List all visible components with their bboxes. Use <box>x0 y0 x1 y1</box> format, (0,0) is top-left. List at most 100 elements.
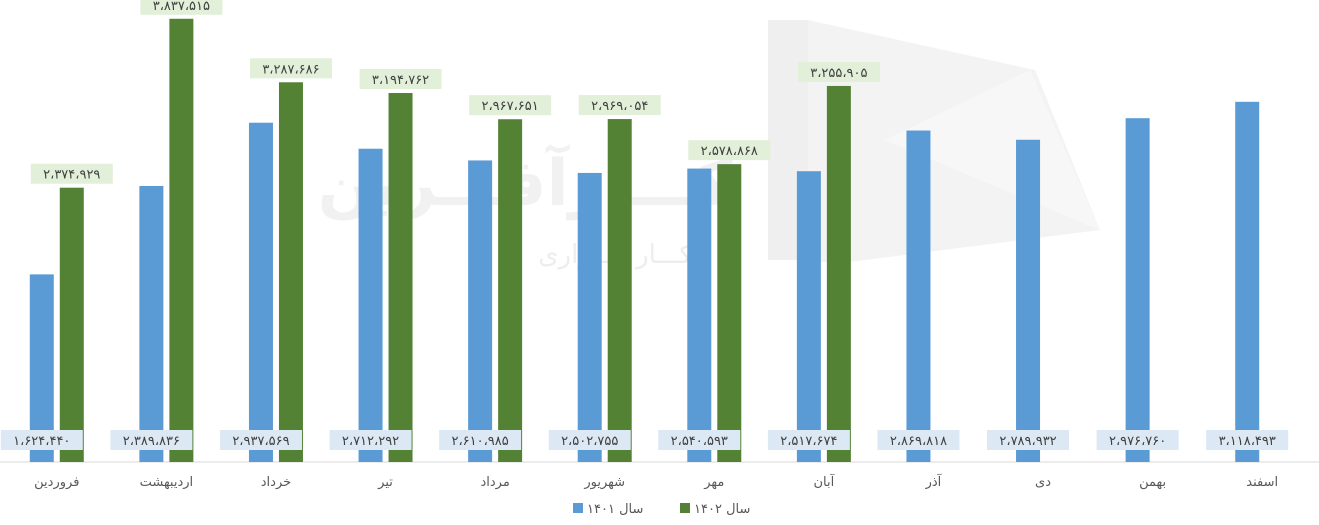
data-label-1401-7: ۲،۵۴۰،۵۹۳ <box>658 430 741 450</box>
bar-1402-3 <box>278 82 303 462</box>
data-label-1402-6: ۲،۹۶۹،۰۵۴ <box>578 95 661 116</box>
data-label-1402-3-bg <box>249 58 332 79</box>
data-label-1401-9-text: ۲،۸۶۹،۸۱۸ <box>890 434 947 449</box>
data-label-1401-4-bg <box>329 430 412 450</box>
x-tick-label-7: مهر <box>703 475 724 490</box>
data-label-1402-8: ۳،۲۵۵،۹۰۵ <box>797 61 880 82</box>
data-label-1401-8: ۲،۵۱۷،۶۷۴ <box>767 430 850 450</box>
legend-item-1401: سال ۱۴۰۱ <box>573 502 643 517</box>
x-tick-labels-group: فروردین اردیبهشت خرداد تیر مرداد شهریور مهر آبا… <box>34 473 1278 490</box>
x-tick-label-5: مرداد <box>480 475 509 490</box>
data-label-1401-12-text: ۳،۱۱۸،۴۹۳ <box>1219 434 1276 449</box>
data-label-1401-2-text: ۲،۳۸۹،۸۳۶ <box>123 434 180 449</box>
data-label-1402-1-text: ۲،۳۷۴،۹۲۹ <box>43 168 100 183</box>
data-label-1402-2: ۳،۸۳۷،۵۱۵ <box>140 0 223 15</box>
x-tick-label-8: آبان <box>814 473 836 490</box>
data-label-1401-11: ۲،۹۷۶،۷۶۰ <box>1096 430 1179 450</box>
data-label-1402-2-text: ۳،۸۳۷،۵۱۵ <box>153 0 210 14</box>
bar-1402-1 <box>59 187 84 463</box>
bar-1401-3 <box>248 122 273 462</box>
x-tick-label-3: خرداد <box>261 475 291 490</box>
data-label-1402-1: ۲،۳۷۴،۹۲۹ <box>30 163 113 184</box>
data-label-1401-3: ۲،۹۳۷،۵۶۹ <box>219 430 302 450</box>
data-label-1401-4: ۲،۷۱۲،۲۹۲ <box>329 430 412 450</box>
bar-1401-6 <box>577 172 602 462</box>
data-label-1401-7-bg <box>658 430 741 450</box>
data-label-1401-8-text: ۲،۵۱۷،۶۷۴ <box>780 434 837 449</box>
data-label-1401-6-bg <box>548 430 631 450</box>
data-label-1402-3-text: ۳،۲۸۷،۶۸۶ <box>262 62 319 77</box>
bars-group <box>29 18 1260 463</box>
x-tick-label-1: فروردین <box>34 475 79 490</box>
x-tick-label-6: شهریور <box>583 475 625 490</box>
bar-1402-6 <box>607 119 632 462</box>
bar-1402-2 <box>169 18 194 462</box>
legend-label: سال ۱۴۰۲ <box>694 502 750 517</box>
data-label-1401-10: ۲،۷۸۹،۹۳۲ <box>987 430 1070 450</box>
bar-1401-7 <box>687 168 712 462</box>
legend-item-1402: سال ۱۴۰۲ <box>680 502 750 517</box>
data-label-1401-2: ۲،۳۸۹،۸۳۶ <box>110 430 193 450</box>
data-label-1401-9-bg <box>877 430 960 450</box>
data-label-1402-2-bg <box>140 0 223 15</box>
data-label-1401-3-text: ۲،۹۳۷،۵۶۹ <box>232 434 289 449</box>
data-label-1401-11-text: ۲،۹۷۶،۷۶۰ <box>1109 434 1166 449</box>
data-label-1401-3-bg <box>219 430 302 450</box>
data-label-1402-8-text: ۳،۲۵۵،۹۰۵ <box>810 66 867 81</box>
bar-1401-12 <box>1235 101 1260 462</box>
bar-1402-7 <box>717 164 742 462</box>
data-label-1401-5-bg <box>439 430 522 450</box>
x-tick-label-11: بهمن <box>1139 475 1166 490</box>
data-label-1402-8-bg <box>797 61 880 82</box>
data-label-1402-3: ۳،۲۸۷،۶۸۶ <box>249 58 332 79</box>
data-label-1401-10-bg <box>987 430 1070 450</box>
x-tick-label-2: اردیبهشت <box>140 475 194 490</box>
data-label-1402-7-text: ۲،۵۷۸،۸۶۸ <box>701 144 758 159</box>
bar-1402-5 <box>498 119 523 462</box>
x-tick-label-9: آذر <box>925 473 943 490</box>
data-label-1402-1-bg <box>30 163 113 184</box>
data-label-1402-6-bg <box>578 95 661 116</box>
bar-1401-5 <box>468 160 493 463</box>
data-label-1401-12: ۳،۱۱۸،۴۹۳ <box>1206 430 1289 450</box>
data-label-1401-8-bg <box>767 430 850 450</box>
data-label-1402-4-text: ۳،۱۹۴،۷۶۲ <box>372 73 429 88</box>
data-label-1402-6-text: ۲،۹۶۹،۰۵۴ <box>591 99 648 114</box>
data-label-1401-1-bg <box>0 430 83 450</box>
data-label-1401-6-text: ۲،۵۰۲،۷۵۵ <box>561 434 618 449</box>
data-label-1402-5-text: ۲،۹۶۷،۶۵۱ <box>481 99 538 114</box>
x-tick-label-4: تیر <box>377 475 393 490</box>
bar-1401-11 <box>1125 118 1150 463</box>
bar-1401-4 <box>358 148 383 462</box>
data-labels-group: ۱،۶۲۴،۴۴۰ ۲،۳۷۴،۹۲۹ ۲،۳۸۹،۸۳۶ ۳،۸۳۷،۵۱۵ ۲،۹۳… <box>0 0 1289 450</box>
x-tick-label-10: دی <box>1035 475 1051 490</box>
data-label-1401-12-bg <box>1206 430 1289 450</box>
data-label-1401-7-text: ۲،۵۴۰،۵۹۳ <box>671 434 728 449</box>
legend-label: سال ۱۴۰۱ <box>587 502 643 517</box>
bar-1401-2 <box>139 185 164 462</box>
data-label-1402-5-bg <box>469 95 552 116</box>
legend: سال ۱۴۰۲ سال ۱۴۰۱ <box>573 502 750 517</box>
legend-swatch <box>680 503 690 513</box>
data-label-1402-5: ۲،۹۶۷،۶۵۱ <box>469 95 552 116</box>
watermark-logo-text: کـــارآفـــرین <box>318 143 733 221</box>
data-label-1402-7: ۲،۵۷۸،۸۶۸ <box>688 140 771 161</box>
data-label-1402-7-bg <box>688 140 771 161</box>
data-label-1401-11-bg <box>1096 430 1179 450</box>
data-label-1401-1: ۱،۶۲۴،۴۴۰ <box>0 430 83 450</box>
bar-1401-9 <box>906 130 931 463</box>
data-label-1401-6: ۲،۵۰۲،۷۵۵ <box>548 430 631 450</box>
bar-1402-4 <box>388 93 413 462</box>
bar-1401-8 <box>796 171 821 462</box>
data-label-1401-5-text: ۲،۶۱۰،۹۸۵ <box>451 434 508 449</box>
data-label-1401-1-text: ۱،۶۲۴،۴۴۰ <box>13 434 70 449</box>
bar-1401-10 <box>1016 139 1041 462</box>
data-label-1401-9: ۲،۸۶۹،۸۱۸ <box>877 430 960 450</box>
data-label-1402-4-bg <box>359 69 442 90</box>
data-label-1401-10-text: ۲،۷۸۹،۹۳۲ <box>999 434 1056 449</box>
bar-1402-8 <box>826 85 851 463</box>
bar-1401-1 <box>29 274 54 462</box>
data-label-1402-4: ۳،۱۹۴،۷۶۲ <box>359 69 442 90</box>
